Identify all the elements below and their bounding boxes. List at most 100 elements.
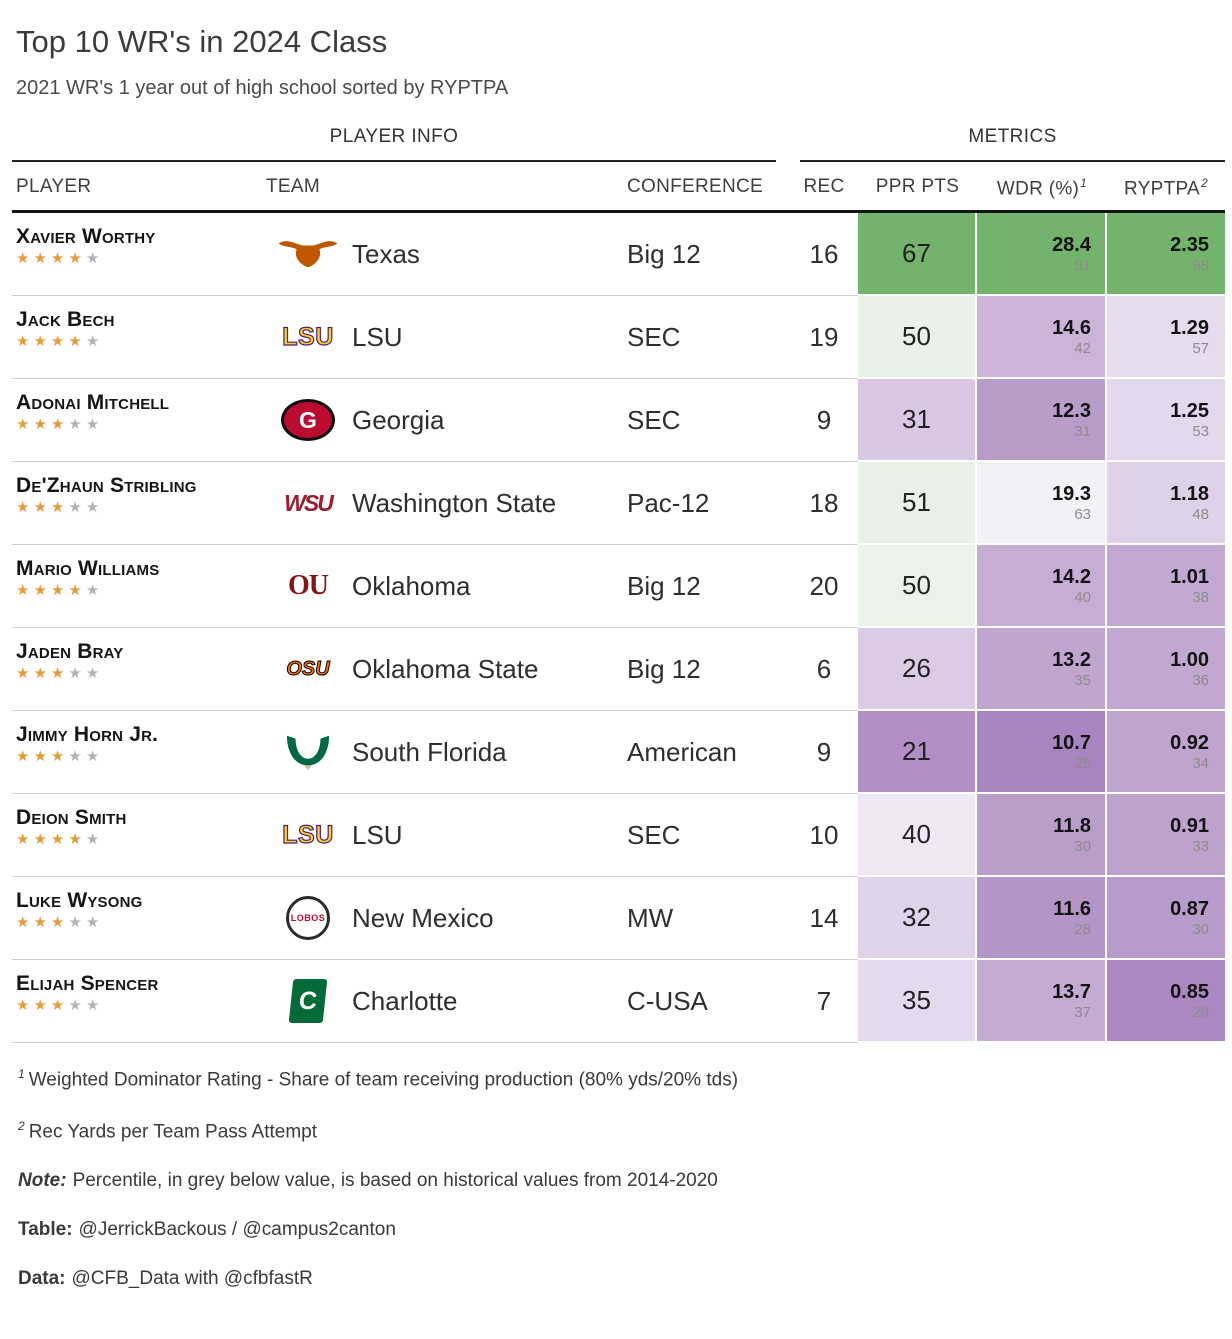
conference-value: SEC [615, 379, 790, 463]
star-filled-icon: ★ [33, 831, 47, 849]
player-cell: Mario Williams ★ ★ ★ ★ ★ [12, 545, 264, 629]
ppr-pts-cell: 31 [858, 379, 977, 463]
player-cell: De'Zhaun Stribling ★ ★ ★ ★ ★ [12, 462, 264, 546]
ppr-pts-cell: 67 [858, 213, 977, 297]
team-cell: OU Oklahoma [264, 545, 615, 629]
wdr-cell: 10.7 25 [977, 711, 1107, 795]
rec-value: 7 [790, 960, 858, 1044]
page-subtitle: 2021 WR's 1 year out of high school sort… [16, 77, 509, 99]
star-filled-icon: ★ [50, 582, 65, 600]
conference-value: American [615, 711, 790, 795]
player-name: De'Zhaun Stribling [16, 474, 197, 498]
conference-value: MW [615, 877, 790, 961]
team-cell: LSU LSU [264, 296, 615, 380]
table-row: Jaden Bray ★ ★ ★ ★ ★ OSU Oklahoma State Big … [12, 628, 1225, 712]
south-florida-bull-icon [264, 733, 352, 771]
wdr-percentile: 40 [1074, 589, 1091, 607]
star-filled-icon: ★ [16, 499, 30, 517]
ppr-pts-cell: 32 [858, 877, 977, 961]
star-empty-icon: ★ [85, 416, 100, 434]
ppr-pts-cell: 50 [858, 545, 977, 629]
column-header-wdr: WDR (%)1 [996, 176, 1088, 200]
ryptpa-cell: 2.35 98 [1107, 213, 1225, 297]
ppr-pts-cell: 40 [858, 794, 977, 878]
star-filled-icon: ★ [50, 831, 65, 849]
georgia-g-icon: G [264, 399, 352, 442]
ryptpa-percentile: 30 [1192, 921, 1209, 939]
star-filled-icon: ★ [16, 914, 30, 932]
ryptpa-cell: 1.18 48 [1107, 462, 1225, 546]
player-name: Luke Wysong [16, 889, 143, 913]
ryptpa-value: 0.92 [1170, 732, 1209, 755]
footnote-ryptpa: 2 Rec Yards per Team Pass Attempt [18, 1118, 317, 1142]
star-rating: ★ ★ ★ ★ ★ [16, 998, 264, 1014]
ryptpa-percentile: 53 [1192, 423, 1209, 441]
star-filled-icon: ★ [33, 333, 47, 351]
star-filled-icon: ★ [50, 748, 65, 766]
lsu-letters-icon: LSU [282, 820, 334, 849]
ryptpa-value: 0.87 [1170, 898, 1209, 921]
ryptpa-value: 2.35 [1170, 234, 1209, 257]
table-row: Elijah Spencer ★ ★ ★ ★ ★ C Charlotte C-USA 7… [12, 960, 1225, 1044]
wdr-value: 12.3 [1052, 400, 1091, 423]
wdr-cell: 28.4 91 [977, 213, 1107, 297]
column-header-conference: CONFERENCE [627, 176, 764, 197]
star-filled-icon: ★ [16, 748, 30, 766]
star-empty-icon: ★ [68, 416, 82, 434]
column-header-team: TEAM [266, 176, 320, 197]
wdr-percentile: 28 [1074, 921, 1091, 939]
ryptpa-value: 1.25 [1170, 400, 1209, 423]
star-empty-icon: ★ [85, 582, 100, 600]
footnotes: 1 Weighted Dominator Rating - Share of te… [18, 1067, 1225, 1290]
ryptpa-cell: 1.25 53 [1107, 379, 1225, 463]
conference-value: SEC [615, 296, 790, 380]
wdr-value: 11.6 [1053, 898, 1091, 921]
star-rating: ★ ★ ★ ★ ★ [16, 500, 264, 516]
star-empty-icon: ★ [85, 997, 100, 1015]
star-filled-icon: ★ [50, 665, 65, 683]
table-row: De'Zhaun Stribling ★ ★ ★ ★ ★ WSU Washington … [12, 462, 1225, 546]
credit-data: Data: @CFB_Data with @cfbfastR [18, 1267, 313, 1289]
ppr-pts-cell: 35 [858, 960, 977, 1044]
player-cell: Jimmy Horn Jr. ★ ★ ★ ★ ★ [12, 711, 264, 795]
star-filled-icon: ★ [33, 416, 47, 434]
wdr-percentile: 31 [1074, 423, 1091, 441]
page: Top 10 WR's in 2024 Class 2021 WR's 1 ye… [12, 24, 1225, 1290]
team-name: Washington State [352, 487, 557, 518]
star-filled-icon: ★ [16, 250, 30, 268]
ryptpa-percentile: 48 [1192, 506, 1209, 524]
star-rating: ★ ★ ★ ★ ★ [16, 666, 264, 682]
team-name: Oklahoma [352, 570, 471, 601]
star-empty-icon: ★ [85, 333, 100, 351]
group-header-row: PLAYER INFO METRICS [12, 126, 1225, 162]
wdr-percentile: 25 [1074, 755, 1091, 773]
wdr-footnote-marker: 1 [1080, 176, 1088, 190]
ryptpa-cell: 1.00 36 [1107, 628, 1225, 712]
oklahoma-ou-icon: OU [288, 570, 329, 602]
wdr-percentile: 42 [1074, 340, 1091, 358]
conference-value: Big 12 [615, 213, 790, 297]
wdr-value: 10.7 [1052, 732, 1091, 755]
star-rating: ★ ★ ★ ★ ★ [16, 251, 264, 267]
table-row: Xavier Worthy ★ ★ ★ ★ ★ Texas Big 12 16 67 2… [12, 213, 1225, 297]
star-empty-icon: ★ [85, 250, 100, 268]
ryptpa-cell: 0.85 29 [1107, 960, 1225, 1044]
team-name: New Mexico [352, 902, 494, 933]
star-empty-icon: ★ [85, 914, 100, 932]
ryptpa-cell: 1.01 38 [1107, 545, 1225, 629]
ryptpa-percentile: 57 [1192, 340, 1209, 358]
group-header-player-info: PLAYER INFO [12, 126, 776, 162]
table-row: Mario Williams ★ ★ ★ ★ ★ OU Oklahoma Big 12 … [12, 545, 1225, 629]
rec-value: 9 [790, 379, 858, 463]
star-filled-icon: ★ [33, 997, 47, 1015]
ryptpa-cell: 0.92 34 [1107, 711, 1225, 795]
player-cell: Xavier Worthy ★ ★ ★ ★ ★ [12, 213, 264, 297]
team-name: Charlotte [352, 985, 458, 1016]
player-name: Elijah Spencer [16, 972, 159, 996]
team-name: Georgia [352, 404, 445, 435]
player-name: Xavier Worthy [16, 225, 156, 249]
star-filled-icon: ★ [50, 997, 65, 1015]
wdr-percentile: 30 [1074, 838, 1091, 856]
table-row: Deion Smith ★ ★ ★ ★ ★ LSU LSU SEC 10 40 11.8… [12, 794, 1225, 878]
wr-stats-table: PLAYER INFO METRICS PLAYER TEAM CONFEREN… [12, 126, 1225, 1044]
